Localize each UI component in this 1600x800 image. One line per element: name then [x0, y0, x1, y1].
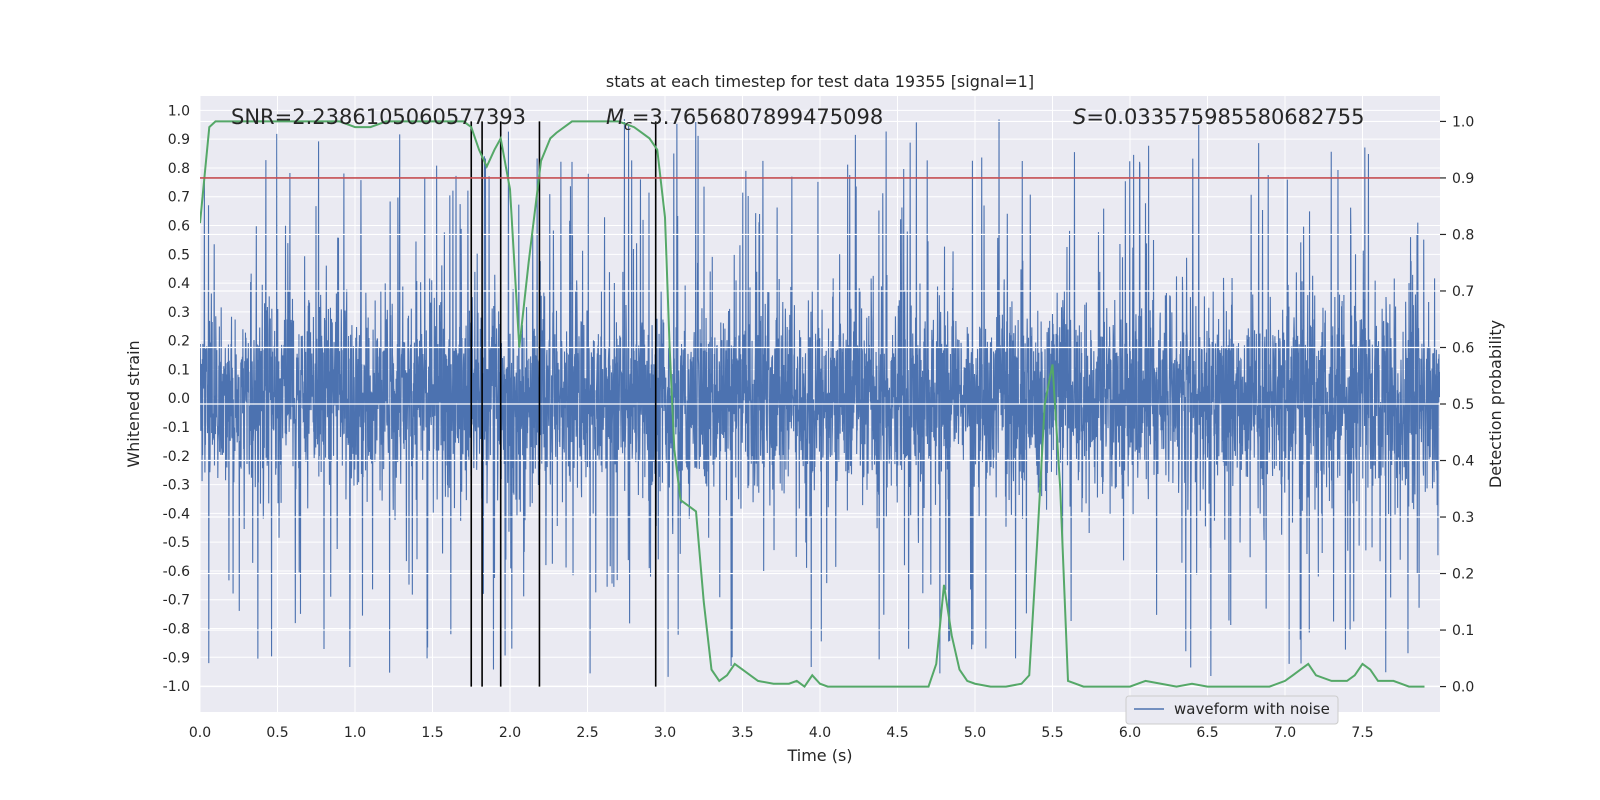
probability-series: [200, 120, 1425, 688]
x-tick-label-9: 4.5: [886, 725, 908, 741]
x-tick-label-13: 6.5: [1196, 725, 1218, 741]
y-left-tick-label-13: -0.3: [163, 478, 190, 494]
y-right-tick-label-7: 0.3: [1452, 510, 1474, 526]
s-annotation: S=0.033575985580682755: [1073, 105, 1364, 129]
chart-title: stats at each timestep for test data 193…: [606, 72, 1034, 91]
y-right-tick-label-8: 0.2: [1452, 567, 1474, 583]
y-axis-right-ticks: 1.0 0.9 0.8 0.7 0.6 0.5 0.4 0.3 0.2 0.1 0.0: [1440, 114, 1474, 696]
y-left-tick-label-7: 0.3: [168, 305, 190, 321]
x-tick-label-5: 2.5: [576, 725, 598, 741]
y-left-tick-label-6: 0.4: [168, 276, 190, 292]
x-tick-label-6: 3.0: [654, 725, 676, 741]
y-left-tick-label-18: -0.8: [163, 622, 190, 638]
x-tick-label-0: 0.0: [189, 725, 211, 741]
x-tick-label-11: 5.5: [1041, 725, 1063, 741]
x-tick-label-8: 4.0: [809, 725, 831, 741]
x-tick-label-15: 7.5: [1351, 725, 1373, 741]
legend-box: [1125, 695, 1339, 725]
y-right-tick-label-10: 0.0: [1452, 680, 1474, 696]
x-tick-label-12: 6.0: [1119, 725, 1141, 741]
y-left-tick-label-4: 0.6: [168, 219, 190, 235]
y-left-tick-label-8: 0.2: [168, 334, 190, 350]
y-left-tick-label-5: 0.5: [168, 247, 190, 263]
y-left-tick-label-12: -0.2: [163, 449, 190, 465]
vertical-markers: [470, 121, 657, 687]
y-left-tick-label-0: 1.0: [168, 103, 190, 119]
s-symbol: S: [1073, 105, 1086, 129]
y-right-tick-label-3: 0.7: [1452, 284, 1474, 300]
snr-annotation: SNR=2.2386105060577393: [231, 105, 526, 129]
y-left-tick-label-16: -0.6: [163, 564, 190, 580]
y-right-tick-label-4: 0.6: [1452, 340, 1474, 356]
y-right-tick-label-9: 0.1: [1452, 623, 1474, 639]
chirp-mass-value: =3.7656807899475098: [632, 105, 883, 129]
x-axis-ticks: 0.0 0.5 1.0 1.5 2.0 2.5 3.0 3.5 4.0 4.5 5.0 5.5 6.0 6…: [189, 725, 1374, 741]
y-left-tick-label-9: 0.1: [168, 362, 190, 378]
chirp-mass-annotation: Mc=3.7656807899475098: [606, 105, 883, 134]
y-right-tick-label-1: 0.9: [1452, 171, 1474, 187]
y-left-tick-label-14: -0.4: [163, 506, 190, 522]
y-left-tick-label-2: 0.8: [168, 161, 190, 177]
chirp-mass-subscript: c: [624, 118, 632, 134]
x-tick-label-10: 5.0: [964, 725, 986, 741]
y-left-tick-label-19: -0.9: [163, 650, 190, 666]
x-tick-label-2: 1.0: [344, 725, 366, 741]
y-left-tick-label-11: -0.1: [163, 420, 190, 436]
y-axis-left-label: Whitened strain: [124, 340, 143, 467]
x-tick-label-4: 2.0: [499, 725, 521, 741]
y-left-tick-label-10: 0.0: [168, 391, 190, 407]
x-axis-label: Time (s): [786, 746, 852, 765]
s-value: =0.033575985580682755: [1086, 105, 1364, 129]
y-right-tick-label-2: 0.8: [1452, 227, 1474, 243]
y-left-tick-label-1: 0.9: [168, 132, 190, 148]
y-axis-right-label: Detection probability: [1486, 320, 1505, 488]
y-right-tick-label-5: 0.5: [1452, 397, 1474, 413]
legend-label-waveform: waveform with noise: [1174, 700, 1330, 718]
y-right-tick-label-6: 0.4: [1452, 454, 1474, 470]
probability-line: [200, 120, 1425, 688]
y-left-tick-label-20: -1.0: [163, 679, 190, 695]
y-left-tick-label-17: -0.7: [163, 593, 190, 609]
y-axis-left-ticks: 1.0 0.9 0.8 0.7 0.6 0.5 0.4 0.3 0.2 0.1 0.0 -0.1 -0.…: [163, 103, 190, 695]
legend: waveform with noise: [1125, 695, 1339, 725]
x-tick-label-1: 0.5: [266, 725, 288, 741]
y-left-tick-label-15: -0.5: [163, 535, 190, 551]
x-tick-label-3: 1.5: [421, 725, 443, 741]
x-tick-label-7: 3.5: [731, 725, 753, 741]
y-left-tick-label-3: 0.7: [168, 190, 190, 206]
chirp-mass-symbol: M: [606, 105, 624, 129]
y-right-tick-label-0: 1.0: [1452, 114, 1474, 130]
x-tick-label-14: 7.0: [1274, 725, 1296, 741]
